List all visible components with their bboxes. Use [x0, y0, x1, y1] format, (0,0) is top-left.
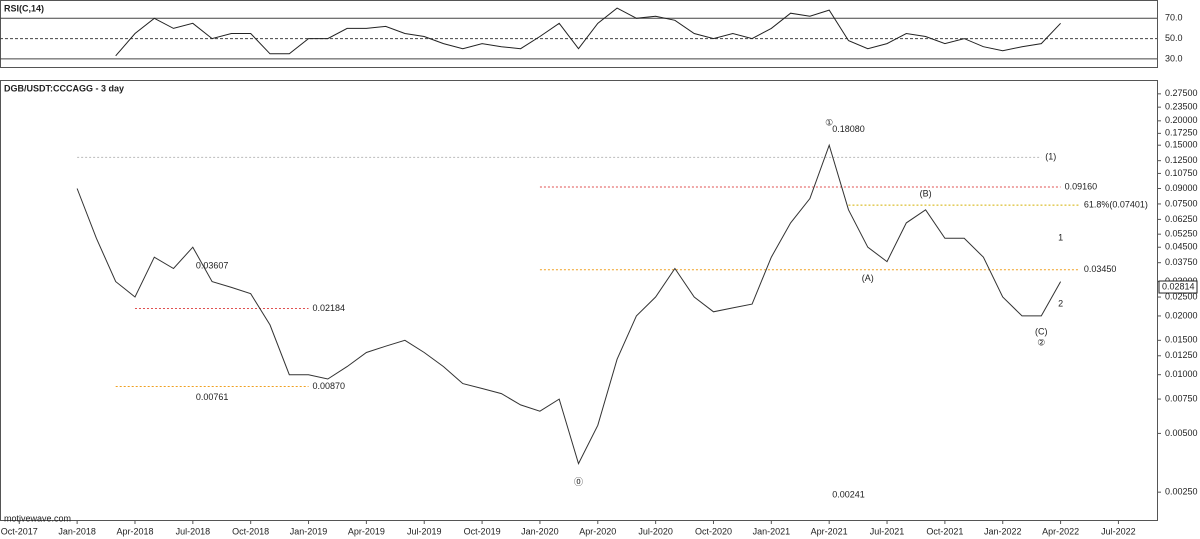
x-tick-label: Jan-2022	[984, 526, 1022, 536]
price-label: 0.00761	[196, 392, 229, 402]
y-tick-label: 0.23500	[1165, 102, 1198, 112]
x-tick-label: Apr-2022	[1042, 526, 1079, 536]
rsi-title: RSI(C,14)	[4, 3, 44, 13]
level-label: 61.8%(0.07401)	[1084, 199, 1148, 209]
wave-label: ①	[825, 117, 833, 127]
y-tick-label: 0.07500	[1165, 198, 1198, 208]
wave-label: 2	[1058, 298, 1063, 308]
price-label: 0.00241	[832, 490, 865, 500]
x-tick-label: Jul-2020	[638, 526, 673, 536]
y-tick-label: 70.0	[1165, 13, 1183, 23]
y-tick-label: 0.03750	[1165, 257, 1198, 267]
level-label: (1)	[1045, 152, 1056, 162]
x-tick-label: Jan-2018	[58, 526, 96, 536]
source: motivewave.com	[4, 513, 71, 523]
level-label: 0.00870	[313, 381, 346, 391]
x-tick-label: Jul-2022	[1101, 526, 1136, 536]
x-tick-label: Oct-2020	[695, 526, 732, 536]
y-tick-label: 0.17250	[1165, 128, 1198, 138]
y-tick-label: 0.02500	[1165, 291, 1198, 301]
price-title: DGB/USDT:CCCAGG - 3 day	[4, 83, 124, 93]
series-line	[76, 143, 1062, 465]
y-tick-label: 0.01000	[1165, 369, 1198, 379]
price-label: 0.18080	[832, 124, 865, 134]
level-label: 0.09160	[1065, 181, 1098, 191]
wave-label: (B)	[920, 189, 932, 199]
y-tick-label: 0.12500	[1165, 155, 1198, 165]
price-panel	[0, 80, 1158, 521]
x-tick-label: Oct-2017	[1, 526, 38, 536]
y-tick-label: 0.00250	[1165, 487, 1198, 497]
x-tick-label: Oct-2019	[464, 526, 501, 536]
rsi-panel	[0, 0, 1158, 68]
series-line	[115, 7, 1061, 57]
x-tick-label: Apr-2020	[579, 526, 616, 536]
x-tick-label: Oct-2018	[232, 526, 269, 536]
x-tick-label: Apr-2019	[348, 526, 385, 536]
wave-label: 1	[1058, 233, 1063, 243]
last-price-label: 0.02814	[1162, 281, 1195, 291]
last-price-box	[1158, 280, 1198, 294]
y-tick-label: 0.09000	[1165, 183, 1198, 193]
x-tick-label: Jul-2021	[870, 526, 905, 536]
x-tick-label: Apr-2021	[811, 526, 848, 536]
wave-label: ②	[1037, 338, 1045, 348]
level-label: 0.02184	[313, 303, 346, 313]
y-tick-label: 0.01500	[1165, 335, 1198, 345]
y-tick-label: 0.10750	[1165, 168, 1198, 178]
x-tick-label: Jul-2018	[176, 526, 211, 536]
level-label: 0.03450	[1084, 264, 1117, 274]
y-tick-label: 50.0	[1165, 33, 1183, 43]
price-label: 0.03607	[196, 260, 229, 270]
x-tick-label: Oct-2021	[926, 526, 963, 536]
x-tick-label: Jan-2021	[753, 526, 791, 536]
y-tick-label: 0.20000	[1165, 115, 1198, 125]
y-tick-label: 0.00500	[1165, 428, 1198, 438]
x-tick-label: Jan-2020	[521, 526, 559, 536]
y-tick-label: 0.04500	[1165, 242, 1198, 252]
y-tick-label: 0.06250	[1165, 214, 1198, 224]
y-tick-label: 0.15000	[1165, 140, 1198, 150]
x-tick-label: Jul-2019	[407, 526, 442, 536]
wave-label: (C)	[1035, 327, 1048, 337]
y-tick-label: 0.27500	[1165, 88, 1198, 98]
y-tick-label: 0.02000	[1165, 310, 1198, 320]
wave-label: ⓪	[574, 477, 583, 487]
y-tick-label: 0.00750	[1165, 393, 1198, 403]
wave-label: (A)	[862, 273, 874, 283]
y-tick-label: 0.05250	[1165, 229, 1198, 239]
x-tick-label: Jan-2019	[290, 526, 328, 536]
x-tick-label: Apr-2018	[116, 526, 153, 536]
y-tick-label: 30.0	[1165, 53, 1183, 63]
y-tick-label: 0.01250	[1165, 350, 1198, 360]
